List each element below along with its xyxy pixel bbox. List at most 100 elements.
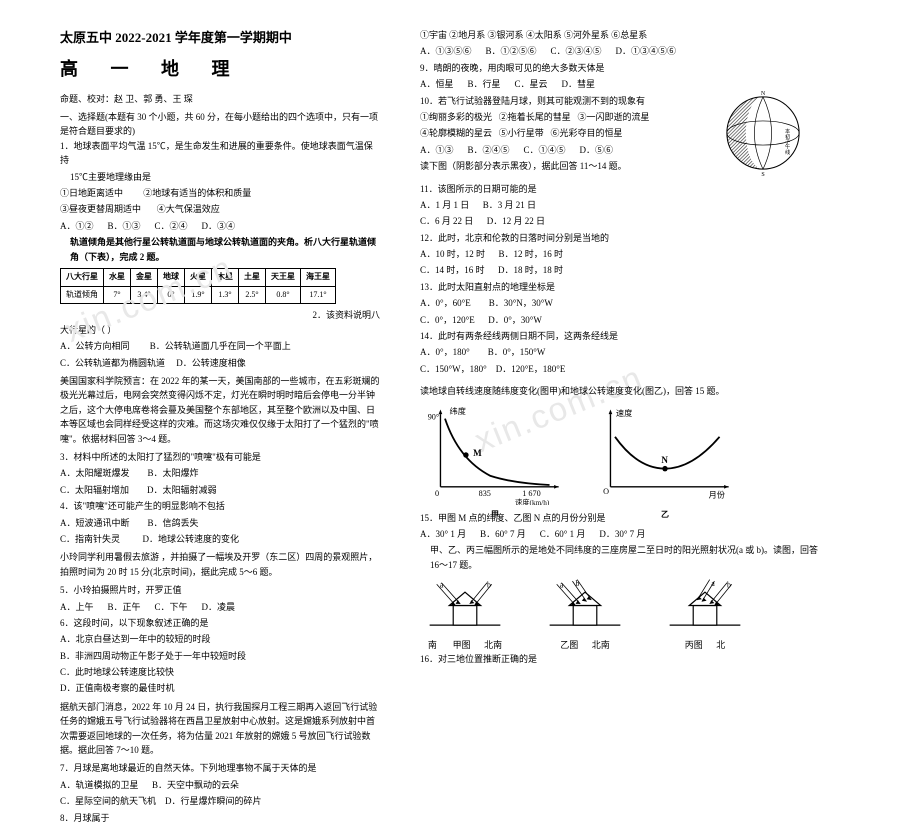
- q7-cd: C．星际空间的航天飞机 D．行星爆炸瞬间的碎片: [60, 794, 380, 808]
- page: 太原五中 2022-2021 学年度第一学期期中 高 一 地 理 命题、校对：赵…: [0, 0, 920, 651]
- td-8: 17.1°: [301, 286, 336, 304]
- q14-c: C．150°W，180°: [420, 364, 487, 374]
- q10-o1: ①绚丽多彩的极光: [420, 112, 492, 122]
- q6-d: D．正值南极考察的最佳时机: [60, 681, 380, 695]
- q2-ab: A．公转方向相同 B．公转轨道面几乎在同一个平面上: [60, 339, 380, 353]
- passage2: 小玲同学利用暑假去旅游 ，并拍摄了一幅埃及开罗（东二区）四周的景观照片，拍照时间…: [60, 550, 380, 579]
- svg-text:0: 0: [435, 489, 439, 498]
- q11-c: C．6 月 22 日: [420, 216, 473, 226]
- q8-o1: ①宇宙 ②地月系 ③银河系 ④太阳系 ⑤河外星系 ⑥总星系: [420, 28, 820, 42]
- q3-c: C．太阳辐射增加: [60, 485, 129, 495]
- svg-text:1 670: 1 670: [522, 489, 540, 498]
- q14-d: D．120°E，180°E: [496, 364, 566, 374]
- q3-cd: C．太阳辐射增加 D．太阳辐射减弱: [60, 483, 380, 497]
- q5-stem: 5．小玲拍摄照片时，开罗正值: [60, 583, 380, 597]
- svg-text:O: O: [603, 487, 609, 496]
- q6-stem: 6．这段时间，以下现象叙述正确的是: [60, 616, 380, 630]
- q14-b: B．0°，150°W: [488, 347, 546, 357]
- left-column: 太原五中 2022-2021 学年度第一学期期中 高 一 地 理 命题、校对：赵…: [0, 0, 400, 651]
- h2-cap: 乙图: [560, 640, 578, 650]
- q4-cd: C．指南针失灵 D．地球公转速度的变化: [60, 532, 380, 546]
- td-1: 7°: [104, 286, 131, 304]
- q11-cd: C．6 月 22 日 D．12 月 22 日: [420, 214, 820, 228]
- q7-ab: A．轨道模拟的卫星 B．天空中飘动的云朵: [60, 778, 380, 792]
- h1-s: 南: [428, 640, 437, 650]
- q10-o6: ⑥光彩夺目的恒星: [551, 128, 623, 138]
- q13-c: C．0°，120°E: [420, 315, 475, 325]
- school-title: 太原五中 2022-2021 学年度第一学期期中: [60, 28, 380, 49]
- q13-stem: 13．此时太阳直射点的地理坐标是: [420, 280, 820, 294]
- th-8: 海王星: [301, 268, 336, 286]
- q13-a: A．0°，60°E: [420, 298, 471, 308]
- th-3: 地球: [158, 268, 185, 286]
- q9-d: D．彗星: [562, 77, 596, 91]
- q5-a: A．上午: [60, 600, 94, 614]
- q12-d: D．18 时，18 时: [498, 265, 563, 275]
- q15-a: A．30° 1 月: [420, 527, 466, 541]
- q2-cd: C．公转轨道都为椭圆轨道 D．公转速度相像: [60, 356, 380, 370]
- svg-text:N: N: [661, 455, 668, 465]
- q2-d: D．公转速度相像: [176, 358, 246, 368]
- svg-text:90°: 90°: [428, 412, 439, 421]
- svg-text:S: S: [761, 172, 764, 176]
- th-2: 金星: [131, 268, 158, 286]
- planet-table: 八大行星 水星 金星 地球 火星 木星 土星 天王星 海王星 轨道倾角 7° 3…: [60, 268, 336, 305]
- q3-ab: A．太阳耀斑爆发 B．太阳爆炸: [60, 466, 380, 480]
- q8-a: A．①③⑤⑥: [420, 44, 472, 58]
- th-6: 土星: [239, 268, 266, 286]
- q9-c: C．星云: [515, 77, 548, 91]
- q1-o3: ③昼夜更替周期适中: [60, 204, 141, 214]
- svg-text:835: 835: [479, 489, 491, 498]
- q8-d: D．①③④⑤⑥: [616, 44, 677, 58]
- td-0: 轨道倾角: [61, 286, 104, 304]
- house-row: ab 南 甲图 北南 ab: [420, 578, 820, 652]
- svg-text:速度(km/h): 速度(km/h): [515, 498, 550, 505]
- q1-stem2: 15℃主要地理缘由是: [70, 170, 380, 184]
- q12-cd: C．14 时，16 时 D．18 时，18 时: [420, 263, 820, 277]
- q1-c: C．②④: [155, 219, 188, 233]
- right-column: ①宇宙 ②地月系 ③银河系 ④太阳系 ⑤河外星系 ⑥总星系 A．①③⑤⑥ B．①…: [400, 0, 860, 651]
- td-3: 0°: [158, 286, 185, 304]
- section-a-title: 一、选择题(本题有 30 个小题，共 60 分，在每小题给出的四个选项中，只有一…: [60, 110, 380, 139]
- q14-cd: C．150°W，180° D．120°E，180°E: [420, 362, 820, 376]
- q15-c: C．60° 1 月: [540, 527, 586, 541]
- q14-ab: A．0°，180° B．0°，150°W: [420, 345, 820, 359]
- intro15: 读地球自转线速度随纬度变化(图甲)和地球公转速度变化(图乙)，回答 15 题。: [420, 384, 820, 398]
- chart-right: 速度 N O 月份 乙: [590, 405, 740, 505]
- q4-c: C．指南针失灵: [60, 534, 120, 544]
- q2-stem: 大行星的（ ）: [60, 323, 380, 337]
- q1-o1o2: ①日地距离适中 ②地球有适当的体积和质量: [60, 186, 380, 200]
- q9-a: A．恒星: [420, 77, 454, 91]
- q7-b: B．天空中飘动的云朵: [152, 780, 239, 790]
- q2-b: B．公转轨道面几乎在同一个平面上: [150, 341, 291, 351]
- h1-n: 北南: [484, 640, 502, 650]
- q13-d: D．0°，30°W: [488, 315, 542, 325]
- q16-stem: 16．对三地位置推断正确的是: [420, 652, 820, 666]
- passage3: 据航天部门消息，2022 年 10 月 24 日，执行我国探月工程三期再入返回飞…: [60, 700, 380, 758]
- q4-a: A．短波通讯中断: [60, 518, 130, 528]
- q13-b: B．30°N，30°W: [489, 298, 553, 308]
- q8-stem: 8．月球属于: [60, 811, 380, 825]
- authors: 命题、校对：赵 卫、郭 勇、王 琛: [60, 92, 380, 106]
- q12-ab: A．10 时，12 时 B．12 时，16 时: [420, 247, 820, 261]
- q10-a: A．①③: [420, 143, 454, 157]
- q7-a: A．轨道模拟的卫星: [60, 780, 139, 790]
- q5-choices: A．上午 B．正午 C．下午 D．凌晨: [60, 600, 380, 614]
- q5-c: C．下午: [155, 600, 188, 614]
- th-5: 木星: [212, 268, 239, 286]
- q6-c: C．此时地球公转速度比较快: [60, 665, 380, 679]
- q5-d: D．凌晨: [202, 600, 236, 614]
- q12-c: C．14 时，16 时: [420, 265, 485, 275]
- chart-left: 90° 纬度 M 0 835 1 670 速度(km/h) 甲: [420, 405, 570, 505]
- svg-text:速度: 速度: [616, 408, 632, 418]
- q12-b: B．12 时，16 时: [499, 249, 564, 259]
- svg-text:M: M: [473, 448, 482, 458]
- globe-diagram: N S 本初子午线: [720, 90, 806, 176]
- q10-b: B．②④⑤: [468, 143, 510, 157]
- q3-stem: 3．材料中所述的太阳打了猛烈的"喷嚏"极有可能是: [60, 450, 380, 464]
- q4-stem: 4．该"喷嚏"还可能产生的明显影响不包括: [60, 499, 380, 513]
- th-1: 水星: [104, 268, 131, 286]
- subject-title: 高 一 地 理: [60, 55, 380, 84]
- td-7: 0.8°: [266, 286, 301, 304]
- q3-a: A．太阳耀斑爆发: [60, 468, 130, 478]
